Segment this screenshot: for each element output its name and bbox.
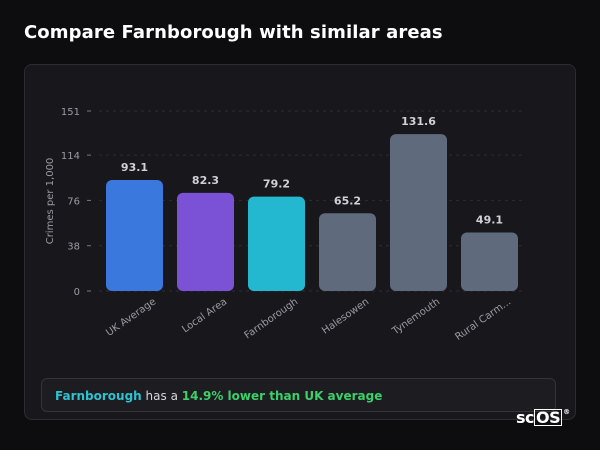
x-tick-label: Farnborough <box>243 296 301 341</box>
x-tick-label: Rural Carm... <box>453 296 513 342</box>
bar <box>177 192 234 291</box>
bar-value-label: 82.3 <box>192 174 219 187</box>
summary-banner: Farnborough has a 14.9% lower than UK av… <box>41 378 556 412</box>
y-axis-label: Crimes per 1,000 <box>45 158 56 245</box>
x-tick-label: Local Area <box>180 296 229 335</box>
x-tick-label: Tynemouth <box>390 296 443 337</box>
x-tick-label: UK Average <box>104 296 158 338</box>
summary-stat: 14.9% lower than UK average <box>181 389 383 403</box>
bar-chart: 0 38 76 114 151 Crimes per 1,000 93.1 UK Averag… <box>45 107 525 343</box>
bar-value-label: 79.2 <box>263 178 290 191</box>
bar <box>461 232 518 291</box>
brand-logo: sc OS ® <box>516 408 570 427</box>
bar <box>248 196 305 291</box>
bar-value-label: 49.1 <box>476 213 503 226</box>
bar-value-label: 131.6 <box>401 115 436 128</box>
bar-value-label: 65.2 <box>334 194 361 207</box>
x-tick-label: Halesowen <box>320 296 371 336</box>
bar-value-label: 93.1 <box>121 161 148 174</box>
page-title: Compare Farnborough with similar areas <box>24 22 443 43</box>
bar <box>390 134 447 291</box>
y-tick-label: 76 <box>67 196 80 207</box>
y-tick-label: 114 <box>61 151 80 162</box>
y-tick-label: 0 <box>74 287 80 298</box>
summary-text: has a <box>141 389 182 403</box>
bar <box>106 180 163 291</box>
summary-area-name: Farnborough <box>55 389 142 403</box>
bar <box>319 213 376 291</box>
y-tick-label: 151 <box>61 107 80 118</box>
chart-card: 0 38 76 114 151 Crimes per 1,000 93.1 UK Averag… <box>24 64 576 420</box>
y-tick-label: 38 <box>67 242 80 253</box>
